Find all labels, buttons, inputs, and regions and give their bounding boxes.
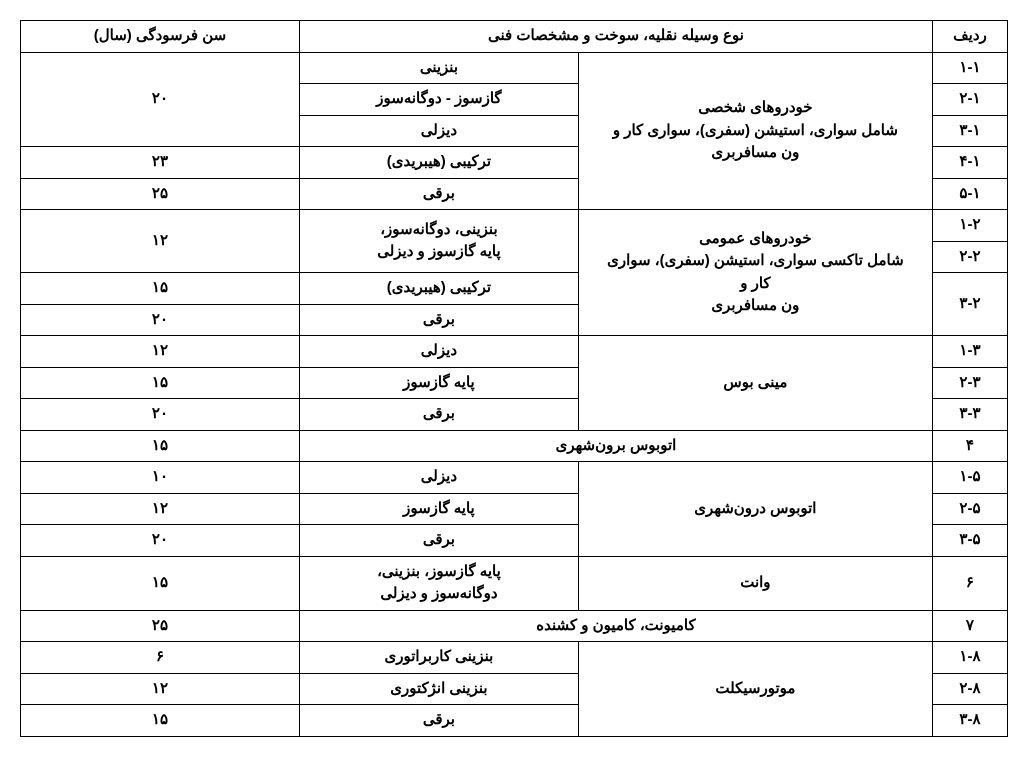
table-row: ۱-۱ خودروهای شخصی شامل سواری، استیشن (سف… — [21, 52, 1008, 84]
table-row: ۷ کامیونت، کامیون و کشنده ۲۵ — [21, 610, 1008, 642]
cell-age: ۱۵ — [21, 430, 300, 462]
cell-age: ۱۲ — [21, 210, 300, 273]
cell-radif: ۳-۳ — [932, 399, 1007, 431]
cell-fuel: برقی — [299, 178, 578, 210]
table-row: ۶ وانت پایه گازسوز، بنزینی، دوگانه‌سوز و… — [21, 556, 1008, 610]
cell-fuel: ترکیبی (هیبریدی) — [299, 147, 578, 179]
cell-fuel: دیزلی — [299, 115, 578, 147]
cell-age: ۱۲ — [21, 336, 300, 368]
cell-category: اتوبوس برون‌شهری — [299, 430, 932, 462]
cell-age: ۲۰ — [21, 304, 300, 336]
table-row: ۱-۳ مینی بوس دیزلی ۱۲ — [21, 336, 1008, 368]
cell-radif: ۵-۱ — [932, 178, 1007, 210]
cell-fuel: پایه گازسوز — [299, 493, 578, 525]
cell-age: ۱۵ — [21, 705, 300, 737]
cell-radif: ۳-۱ — [932, 115, 1007, 147]
cell-radif: ۷ — [932, 610, 1007, 642]
cell-radif: ۲-۳ — [932, 367, 1007, 399]
cell-age: ۱۵ — [21, 367, 300, 399]
cell-fuel: بنزینی کاربراتوری — [299, 642, 578, 674]
cell-age: ۲۰ — [21, 52, 300, 147]
cell-radif: ۲-۱ — [932, 84, 1007, 116]
cell-radif: ۳-۸ — [932, 705, 1007, 737]
cell-radif: ۳-۲ — [932, 273, 1007, 336]
cell-category: مینی بوس — [578, 336, 932, 431]
table-header-row: ردیف نوع وسیله نقلیه، سوخت و مشخصات فنی … — [21, 21, 1008, 53]
cell-category: کامیونت، کامیون و کشنده — [299, 610, 932, 642]
header-age: سن فرسودگی (سال) — [21, 21, 300, 53]
table-row: ۱-۸ موتورسیکلت بنزینی کاربراتوری ۶ — [21, 642, 1008, 674]
cell-age: ۲۵ — [21, 178, 300, 210]
cell-age: ۱۵ — [21, 273, 300, 305]
cell-radif: ۱-۸ — [932, 642, 1007, 674]
cell-fuel: پایه گازسوز — [299, 367, 578, 399]
cell-age: ۲۰ — [21, 399, 300, 431]
header-radif: ردیف — [932, 21, 1007, 53]
cell-fuel: دیزلی — [299, 336, 578, 368]
cell-age: ۱۵ — [21, 556, 300, 610]
cell-fuel: برقی — [299, 525, 578, 557]
cell-age: ۱۲ — [21, 673, 300, 705]
cell-fuel: بنزینی، دوگانه‌سوز، پایه گازسوز و دیزلی — [299, 210, 578, 273]
cell-fuel: برقی — [299, 705, 578, 737]
cell-fuel: بنزینی انژکتوری — [299, 673, 578, 705]
table-row: ۱-۵ اتوبوس درون‌شهری دیزلی ۱۰ — [21, 462, 1008, 494]
cell-age: ۲۰ — [21, 525, 300, 557]
cell-fuel: پایه گازسوز، بنزینی، دوگانه‌سوز و دیزلی — [299, 556, 578, 610]
cell-radif: ۱-۱ — [932, 52, 1007, 84]
cell-radif: ۶ — [932, 556, 1007, 610]
cell-category: وانت — [578, 556, 932, 610]
cell-age: ۶ — [21, 642, 300, 674]
cell-fuel: گازسوز - دوگانه‌سوز — [299, 84, 578, 116]
cell-radif: ۲-۲ — [932, 241, 1007, 273]
table-row: ۱-۲ خودروهای عمومی شامل تاکسی سواری، است… — [21, 210, 1008, 242]
cell-category: خودروهای شخصی شامل سواری، استیشن (سفری)،… — [578, 52, 932, 210]
cell-category: خودروهای عمومی شامل تاکسی سواری، استیشن … — [578, 210, 932, 336]
cell-category: اتوبوس درون‌شهری — [578, 462, 932, 557]
cell-age: ۲۳ — [21, 147, 300, 179]
cell-radif: ۴-۱ — [932, 147, 1007, 179]
cell-radif: ۴ — [932, 430, 1007, 462]
cell-fuel: بنزینی — [299, 52, 578, 84]
cell-fuel: دیزلی — [299, 462, 578, 494]
cell-age: ۱۰ — [21, 462, 300, 494]
table-row: ۴ اتوبوس برون‌شهری ۱۵ — [21, 430, 1008, 462]
cell-radif: ۱-۵ — [932, 462, 1007, 494]
cell-radif: ۳-۵ — [932, 525, 1007, 557]
cell-radif: ۱-۳ — [932, 336, 1007, 368]
cell-fuel: برقی — [299, 399, 578, 431]
cell-age: ۲۵ — [21, 610, 300, 642]
cell-radif: ۲-۸ — [932, 673, 1007, 705]
cell-radif: ۱-۲ — [932, 210, 1007, 242]
cell-fuel: ترکیبی (هیبریدی) — [299, 273, 578, 305]
cell-radif: ۲-۵ — [932, 493, 1007, 525]
cell-fuel: برقی — [299, 304, 578, 336]
header-middle: نوع وسیله نقلیه، سوخت و مشخصات فنی — [299, 21, 932, 53]
cell-age: ۱۲ — [21, 493, 300, 525]
vehicle-age-table: ردیف نوع وسیله نقلیه، سوخت و مشخصات فنی … — [20, 20, 1008, 737]
